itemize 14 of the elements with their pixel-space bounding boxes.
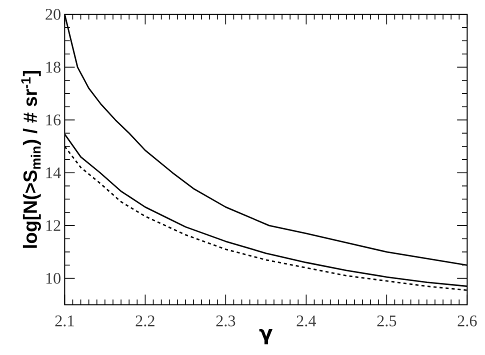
x-tick-label: 2.1 [55, 315, 74, 326]
y-tick-label: 12 [46, 220, 60, 231]
x-tick-label: 2.2 [136, 315, 154, 326]
x-tick-label: 2.5 [377, 315, 396, 326]
x-tick-label: 2.4 [296, 315, 316, 326]
x-tick-label: 2.3 [216, 315, 236, 326]
x-axis-title: γ [259, 329, 273, 344]
y-tick-label: 18 [46, 62, 60, 73]
x-tick-label: 2.6 [458, 315, 477, 326]
y-axis-title: log[N(>S$_{min}$) / # sr$^{-1}$] [21, 71, 41, 248]
y-tick-label: 16 [46, 114, 61, 126]
y-tick-label: 14 [46, 167, 61, 178]
y-tick-label: 10 [46, 272, 60, 284]
y-tick-label: 20 [46, 8, 60, 20]
